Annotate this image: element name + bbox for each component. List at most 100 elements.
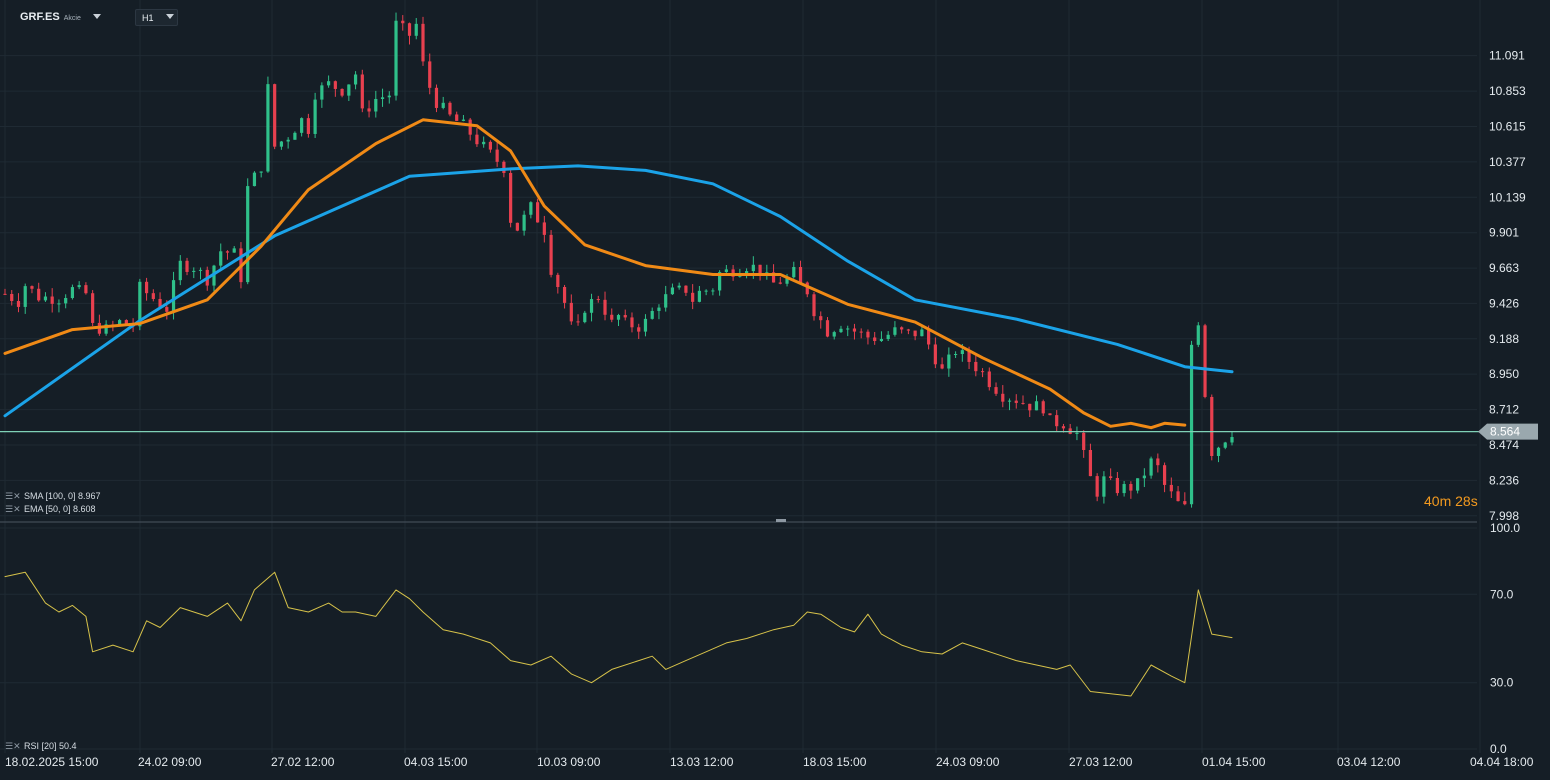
candle-body [1075,432,1079,434]
candle-body [798,267,803,283]
candle-body [1149,458,1153,476]
candle-body [171,280,176,312]
candle-body [664,294,668,308]
candle-body [832,332,836,337]
ema-line [3,118,1187,430]
candle-body [1028,403,1032,411]
candle-body [401,20,405,24]
price-tick-label: 10.139 [1489,190,1526,204]
price-tick-label: 8.236 [1489,473,1519,487]
pane-resize-handle[interactable] [776,519,786,522]
candle-body [441,102,445,108]
candle-body [273,84,277,147]
candle-body [873,337,877,342]
candle-body [43,296,48,301]
candle-body [37,288,41,301]
price-tick-label: 7.998 [1489,509,1519,523]
candle-body [488,141,493,150]
candle-body [691,292,695,302]
candle-body [630,317,634,328]
price-tick-label: 9.188 [1489,332,1519,346]
candle-body [64,298,68,304]
candle-body [1216,447,1221,456]
ema-indicator-legend[interactable]: ☰✕ EMA [50, 0] 8.608 [5,504,96,514]
candle-body [792,267,796,278]
candle-body [643,318,648,332]
candle-body [1109,476,1113,479]
candle-body [407,23,412,36]
timeframe-selector[interactable]: H1 [135,9,178,26]
candle-body [461,119,466,121]
price-tick-label: 8.474 [1489,438,1519,452]
candle-body [340,88,344,96]
candle-body [933,344,937,365]
candle-body [589,299,594,313]
time-tick-label: 13.03 12:00 [670,755,734,769]
candle-body [603,299,607,315]
countdown-seconds-unit: s [1470,493,1478,509]
candle-body [306,118,310,134]
candle-body [1014,400,1018,403]
candle-body [650,310,654,319]
candle-body [23,286,27,307]
candle-body [118,320,122,325]
indicator-settings-icon[interactable]: ☰✕ [5,504,21,514]
time-tick-label: 01.04 15:00 [1202,755,1266,769]
time-tick-label: 24.02 09:00 [138,755,202,769]
candle-body [765,272,769,274]
candle-body [994,387,998,394]
candle-body [596,299,600,301]
time-tick-label: 27.03 12:00 [1069,755,1133,769]
candle-body [367,108,371,112]
rsi-indicator-label: RSI [20] 50.4 [24,741,77,751]
candle-body [839,328,843,333]
candle-body [785,277,789,284]
candle-body [1169,484,1173,492]
indicator-settings-icon[interactable]: ☰✕ [5,741,21,751]
rsi-tick-label: 100.0 [1490,521,1520,535]
candle-body [805,282,809,295]
candle-body [940,364,944,369]
price-tick-label: 8.712 [1489,403,1519,417]
candle-body [266,84,270,172]
candle-body [974,361,978,372]
rsi-indicator-legend[interactable]: ☰✕ RSI [20] 50.4 [5,741,77,751]
candle-body [684,285,688,293]
symbol-name: GRF.ES [20,11,60,23]
candle-body [542,222,546,235]
candle-body [1136,478,1140,491]
candle-body [893,327,897,335]
candle-body [751,264,755,272]
price-tick-label: 9.663 [1489,261,1519,275]
candle-body [697,290,702,302]
symbol-selector[interactable]: GRF.ES Akcie [20,11,101,23]
time-tick-label: 27.02 12:00 [271,755,335,769]
rsi-tick-label: 30.0 [1490,676,1514,690]
candle-body [482,141,486,145]
time-tick-label: 04.04 18:00 [1470,755,1534,769]
candle-body [576,321,580,323]
candle-body [1021,402,1025,404]
candle-body [165,307,169,312]
candle-body [819,316,823,321]
candle-body [10,293,14,301]
sma-line [3,164,1234,418]
chevron-down-icon [92,14,101,19]
candle-body [313,99,317,134]
candle-body [151,293,155,299]
time-tick-label: 18.03 15:00 [803,755,867,769]
candle-body [670,287,675,295]
sma-indicator-legend[interactable]: ☰✕ SMA [100, 0] 8.967 [5,491,101,501]
candle-body [448,102,452,115]
candle-body [30,286,34,289]
candle-body [1041,401,1045,414]
time-tick-label: 04.03 15:00 [404,755,468,769]
candle-body [50,296,54,304]
candle-body [502,161,506,173]
candle-body [219,251,223,266]
candle-body [293,132,297,140]
candle-body [144,281,149,294]
candle-body [980,371,985,373]
indicator-settings-icon[interactable]: ☰✕ [5,491,21,501]
